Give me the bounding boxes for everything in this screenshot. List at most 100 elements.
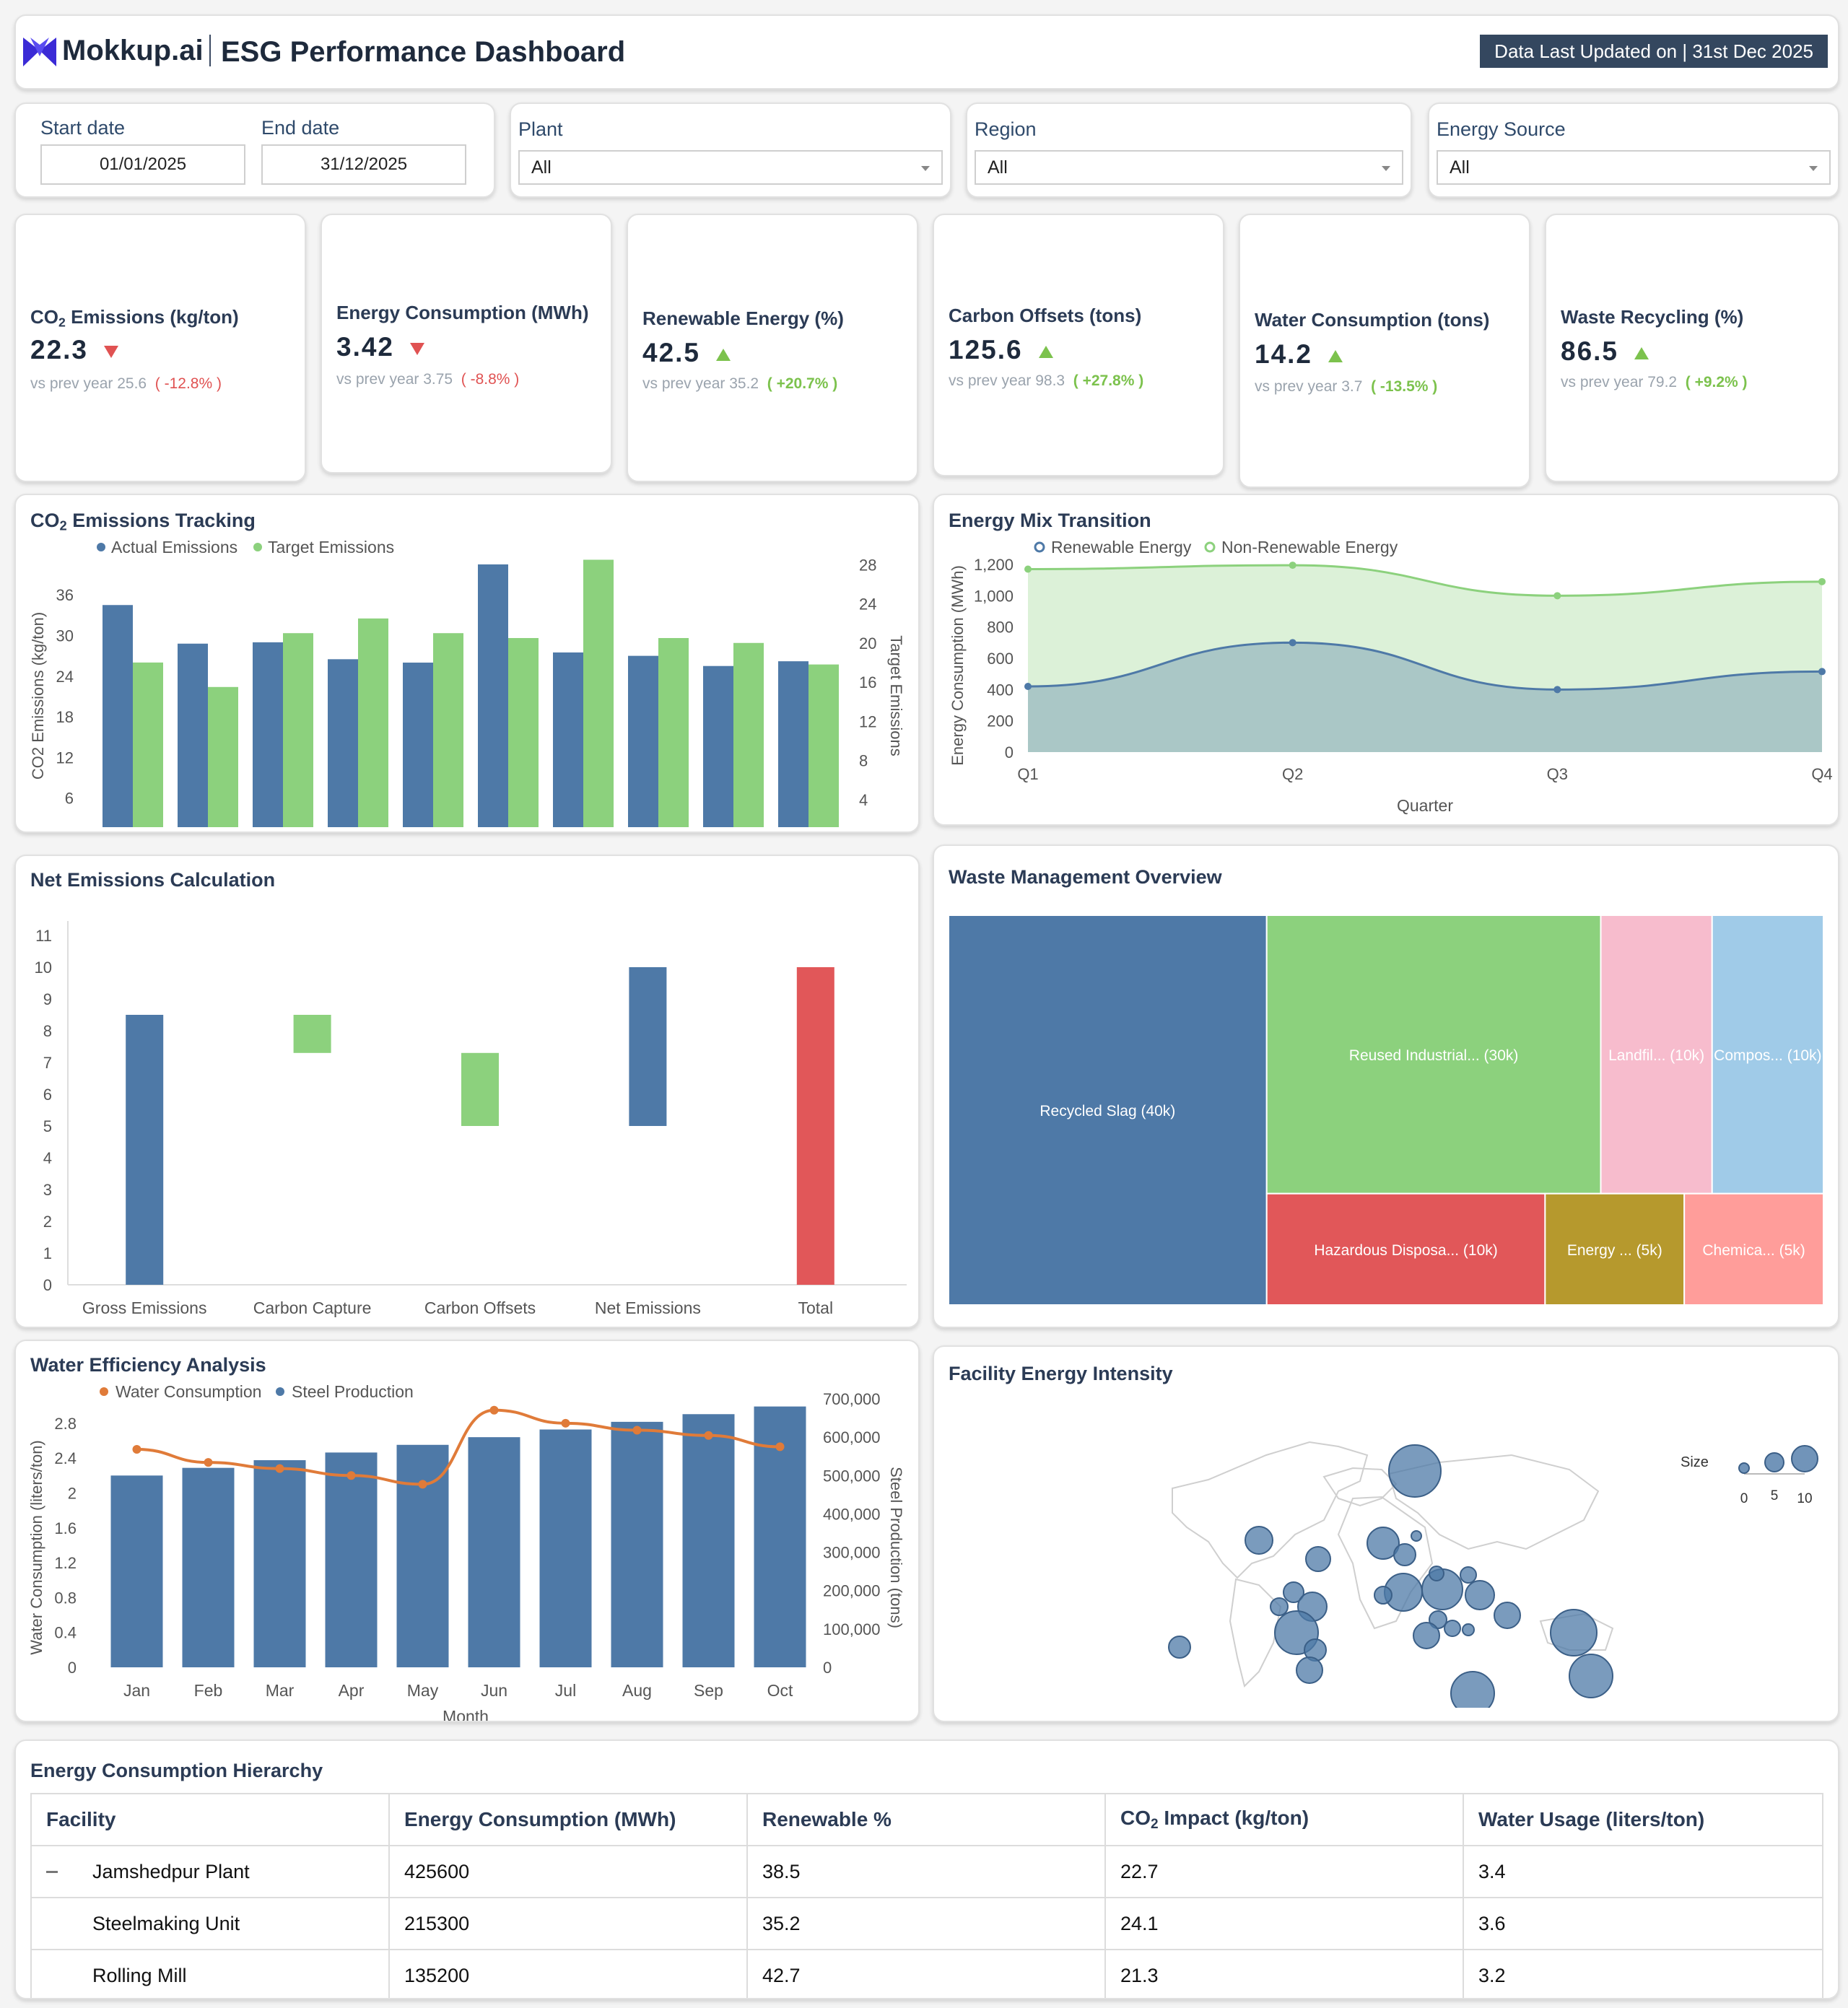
y2-tick-label: 20 [859,634,876,652]
facility-bubble [1245,1526,1273,1555]
waste-treemap: Recycled Slag (40k) Reused Industrial... … [949,915,1823,1305]
region-select[interactable]: All [975,150,1403,185]
bar-target [283,633,313,827]
collapse-minus-icon[interactable] [46,1871,58,1873]
y-tick-label: 18 [56,708,74,726]
co2-cell: 22.7 [1104,1845,1464,1898]
treemap-cell [1683,1192,1823,1305]
facility-bubbles[interactable] [1168,1444,1613,1708]
renewable-cell: 38.5 [746,1845,1106,1898]
energy-hierarchy-table: Facility Energy Consumption (MWh) Renewa… [30,1793,1823,1998]
y-tick-label: 2.8 [54,1415,77,1433]
end-date-input[interactable]: 31/12/2025 [261,144,466,185]
chart-title: Waste Management Overview [949,866,1222,888]
brand-name: Mokkup.ai [62,35,204,66]
column-header-co2-impact[interactable]: CO2 Impact (kg/ton) [1104,1793,1464,1846]
bar-steel-production [611,1421,663,1667]
facility-bubble [1429,1566,1444,1581]
plant-select[interactable]: All [518,150,943,185]
facility-bubble [1465,1580,1495,1610]
bar-target [808,664,839,827]
start-date-input[interactable]: 01/01/2025 [40,144,245,185]
y-axis-title: Energy Consumption (MWh) [949,565,967,766]
y-axis-title: CO2 Emissions (kg/ton) [29,612,47,780]
x-tick-label: Total [798,1298,834,1317]
point-nonrenewable [1818,577,1826,585]
point-nonrenewable [1553,592,1561,600]
y-axis-title: Water Consumption (liters/ton) [27,1440,45,1655]
y2-tick-label: 0 [823,1659,832,1677]
point-water-consumption [704,1431,713,1440]
size-legend-title: Size [1681,1454,1709,1470]
treemap-label: Recycled Slag (40k) [1040,1103,1175,1119]
y-tick-label: 0 [68,1659,77,1677]
table-title: Energy Consumption Hierarchy [30,1760,323,1781]
legend-label: Water Consumption [116,1382,261,1401]
y-tick-label: 200 [987,712,1014,730]
column-header-energy[interactable]: Energy Consumption (MWh) [388,1793,748,1846]
table-row[interactable]: Steelmaking Unit 215300 35.2 24.1 3.6 [30,1897,1823,1950]
column-header-facility[interactable]: Facility [30,1793,390,1846]
renewable-cell: 42.7 [746,1949,1106,1998]
waterfall-bar [796,967,834,1285]
y-tick-label: 3 [43,1181,52,1199]
table-row[interactable]: Jamshedpur Plant 425600 38.5 22.7 3.4 [30,1845,1823,1898]
energy-source-filter-label: Energy Source [1437,118,1566,140]
region-select-value: All [988,157,1008,178]
bar-actual [178,643,208,827]
waterfall-bar [629,967,667,1126]
kpi-label: Waste Recycling (%) [1561,306,1744,328]
kpi-value: 3.42 [336,332,425,362]
table-row[interactable]: Rolling Mill 135200 42.7 21.3 3.2 [30,1949,1823,1998]
bar-actual [478,564,508,827]
bar-target [583,559,614,827]
facility-bubble-map[interactable]: Size 0 5 10 [934,1347,1838,1708]
point-renewable [1289,639,1296,647]
waterfall-bar [461,1052,499,1126]
renewable-cell: 35.2 [746,1897,1106,1950]
kpi-label: Energy Consumption (MWh) [336,302,589,323]
treemap-label: Chemica... (5k) [1702,1242,1805,1259]
bar-actual [703,665,733,827]
line-nonrenewable [1027,564,1823,597]
point-renewable [1553,686,1561,694]
bar-steel-production [682,1414,735,1667]
x-tick-label: Jan [123,1681,150,1700]
legend-label: Target Emissions [268,538,394,556]
kpi-label: CO2 Emissions (kg/ton) [30,306,239,330]
y-tick-label: 0.4 [54,1624,77,1642]
column-header-renewable[interactable]: Renewable % [746,1793,1106,1846]
region-filter-card: Region All [966,102,1412,198]
waterfall-bar [293,1015,331,1053]
net-emissions-chart: 0 1 2 3 4 5 6 7 8 9 10 11 Gross Emissions Carbon Capt… [35,921,907,1317]
kpi-prev-year: vs prev year 3.75 ( -8.8% ) [336,371,520,388]
trend-up-icon [1038,345,1053,358]
legend-marker-actual [97,543,105,551]
treemap-label: Compos... (10k) [1714,1047,1821,1064]
kpi-card-carbon-offsets: Carbon Offsets (tons) 125.6 vs prev year… [933,214,1224,476]
point-nonrenewable [1024,565,1032,573]
kpi-card-energy: Energy Consumption (MWh) 3.42 vs prev ye… [321,214,612,473]
bar-steel-production [325,1452,378,1667]
size-legend-marker [1764,1452,1784,1472]
kpi-label: Carbon Offsets (tons) [949,305,1142,326]
y2-tick-label: 100,000 [823,1620,881,1638]
chart-title: Water Efficiency Analysis [30,1354,266,1376]
kpi-value: 125.6 [949,335,1053,365]
y-tick-label: 2 [43,1213,52,1231]
legend-marker-target [253,543,262,551]
y-tick-label: 0.8 [54,1589,77,1607]
x-axis-title: Quarter [1397,796,1453,815]
kpi-card-waste: Waste Recycling (%) 86.5 vs prev year 79… [1545,214,1839,482]
y-tick-label: 8 [43,1022,52,1040]
facility-bubble [1367,1527,1400,1560]
kpi-label: Water Consumption (tons) [1255,309,1490,331]
kpi-value: 86.5 [1561,336,1649,367]
column-header-water-usage[interactable]: Water Usage (liters/ton) [1463,1793,1823,1846]
kpi-value: 22.3 [30,335,119,365]
y-tick-label: 36 [56,586,74,604]
facility-bubble [1444,1620,1461,1637]
y-tick-label: 1.6 [54,1519,77,1537]
energy-source-select[interactable]: All [1437,150,1831,185]
y2-tick-label: 400,000 [823,1505,881,1523]
